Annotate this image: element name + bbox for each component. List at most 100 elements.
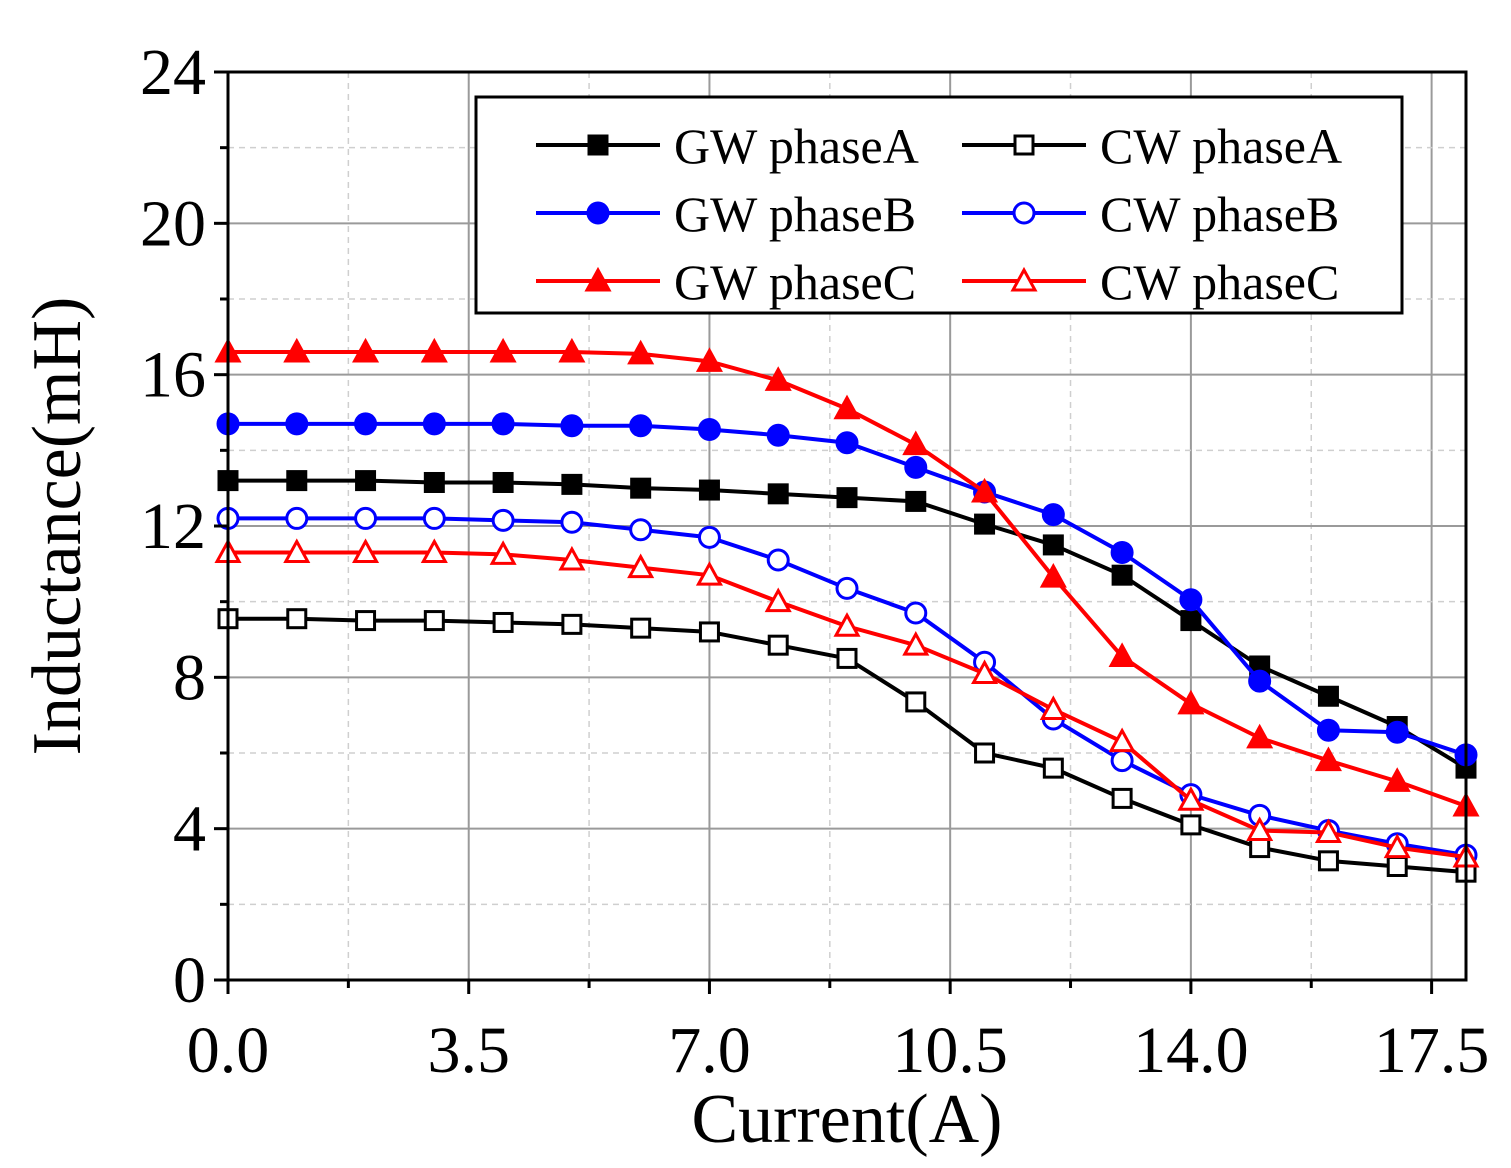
y-tick-label: 8 (173, 641, 206, 714)
legend-item: CW phaseA (962, 118, 1342, 174)
axes: 0.0 3.5 7.0 10.5 14.0 17.5 0 4 8 12 16 20 24 (140, 36, 1489, 1087)
data-point (904, 601, 928, 625)
legend-marker (1012, 201, 1036, 225)
data-point (1042, 757, 1064, 779)
y-tick-label: 20 (140, 187, 206, 260)
data-point (698, 621, 720, 643)
data-point (1111, 564, 1133, 586)
legend-marker (587, 134, 609, 156)
data-point (561, 473, 583, 495)
y-tick-label: 4 (173, 793, 206, 866)
data-point (355, 470, 377, 492)
data-point (285, 506, 309, 530)
legend-item: GW phaseB (536, 186, 916, 242)
data-point (1317, 685, 1339, 707)
legend-marker (586, 201, 610, 225)
x-axis-title: Current(A) (691, 1081, 1002, 1158)
data-point (420, 337, 448, 363)
data-point (902, 631, 930, 656)
data-point (905, 490, 927, 512)
data-point (974, 513, 996, 535)
data-point (905, 691, 927, 713)
data-point (1042, 534, 1064, 556)
data-point (491, 412, 515, 436)
y-axis-title: Inductance(mH) (19, 297, 96, 756)
data-point (492, 611, 514, 633)
data-point (630, 477, 652, 499)
data-point (767, 483, 789, 505)
series-cw-phasec (214, 538, 1480, 868)
data-point (1314, 818, 1342, 843)
legend-label: GW phaseB (674, 186, 916, 242)
data-point (354, 412, 378, 436)
legend-marker (1010, 266, 1038, 292)
data-point (695, 561, 723, 586)
data-point (629, 414, 653, 438)
legend-label: CW phaseC (1100, 254, 1339, 310)
data-point (423, 610, 445, 632)
y-tick-label: 0 (173, 944, 206, 1017)
x-tick-label: 7.0 (668, 1014, 751, 1087)
data-point (904, 455, 928, 479)
series-cw-phaseb (216, 506, 1478, 867)
data-point (1110, 749, 1134, 773)
data-point (423, 471, 445, 493)
data-point (352, 337, 380, 363)
data-point (1180, 814, 1202, 836)
legend-label: CW phaseA (1100, 118, 1342, 174)
data-point (561, 613, 583, 635)
series-line (228, 516, 1467, 858)
data-point (833, 612, 861, 637)
data-point (1111, 787, 1133, 809)
data-point (630, 617, 652, 639)
data-point (767, 634, 789, 656)
data-point (560, 510, 584, 534)
data-point (1246, 723, 1274, 749)
legend-marker (584, 266, 612, 292)
data-point (355, 610, 377, 632)
data-point (285, 412, 309, 436)
legend-item: GW phaseA (536, 118, 919, 174)
data-point (836, 647, 858, 669)
data-point (352, 538, 380, 563)
y-tick-label: 16 (140, 339, 206, 412)
legend-box (474, 95, 1404, 315)
legend-label: GW phaseC (674, 254, 916, 310)
data-point (1385, 720, 1409, 744)
data-point (422, 412, 446, 436)
legend-label: CW phaseB (1100, 186, 1339, 242)
data-point (1249, 837, 1271, 859)
legend-marker (1013, 134, 1035, 156)
data-point (1316, 718, 1340, 742)
x-tick-label: 3.5 (427, 1014, 510, 1087)
x-tick-label: 0.0 (187, 1014, 270, 1087)
data-point (833, 394, 861, 420)
legend-label: GW phaseA (674, 118, 919, 174)
data-point (764, 366, 792, 391)
data-point (1248, 669, 1272, 693)
data-point (902, 430, 930, 456)
x-tick-label: 14.0 (1133, 1014, 1249, 1087)
data-point (1039, 695, 1067, 720)
data-point (1246, 816, 1274, 842)
data-point (1179, 588, 1203, 612)
data-point (627, 553, 655, 579)
data-point (1383, 767, 1411, 792)
data-point (1383, 833, 1411, 859)
data-point (560, 414, 584, 438)
series-gw-phaseb (216, 412, 1478, 767)
data-point (698, 479, 720, 501)
data-point (422, 506, 446, 530)
data-point (558, 545, 586, 571)
data-point (971, 659, 999, 685)
y-tick-label: 12 (140, 490, 206, 563)
data-point (697, 418, 721, 442)
y-tick-label: 24 (140, 36, 206, 109)
data-point (1314, 746, 1342, 772)
data-point (491, 508, 515, 532)
data-point (354, 506, 378, 530)
data-point (627, 339, 655, 365)
data-point (1108, 642, 1136, 668)
data-point (1110, 540, 1134, 564)
